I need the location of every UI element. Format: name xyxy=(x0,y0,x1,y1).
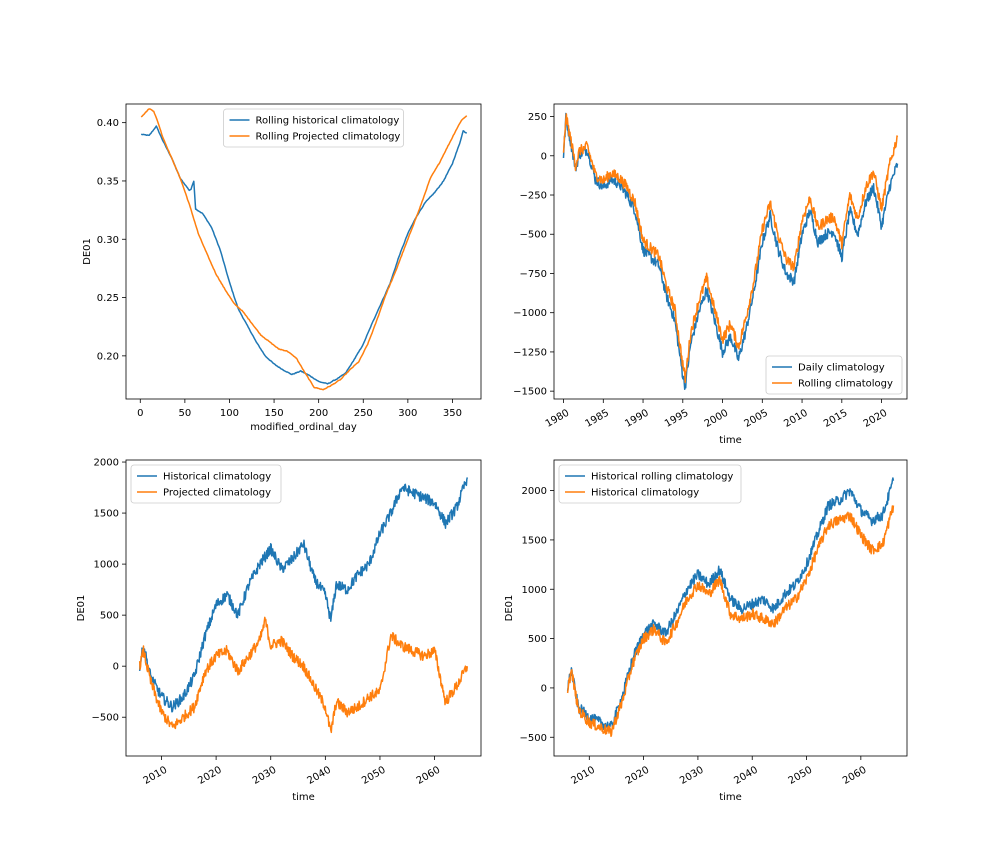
x-axis-label: time xyxy=(719,792,742,803)
y-tick-label: 1000 xyxy=(522,585,547,596)
y-tick-label: 0.35 xyxy=(97,176,119,187)
y-tick-label: −500 xyxy=(520,733,547,744)
y-tick-label: 0.30 xyxy=(97,235,119,246)
legend-label: Historical rolling climatology xyxy=(591,472,733,483)
axes-frame xyxy=(553,459,908,757)
x-axis-label: time xyxy=(719,435,742,446)
y-tick-label: −750 xyxy=(520,269,547,280)
legend: Daily climatology Rolling climatology xyxy=(765,355,903,395)
legend-frame xyxy=(223,108,404,148)
legend-frame xyxy=(558,464,742,504)
legend-label: Rolling historical climatology xyxy=(256,116,400,127)
y-tick-label: 0.40 xyxy=(97,118,119,129)
legend: Rolling historical climatology Rolling Pr… xyxy=(223,108,404,148)
x-tick-label: 200 xyxy=(309,408,328,419)
series-line-1 xyxy=(140,125,468,385)
y-tick-label: −250 xyxy=(520,191,547,202)
y-tick-label: 0.25 xyxy=(97,293,119,304)
legend-label: Historical climatology xyxy=(591,488,699,499)
y-tick-label: 250 xyxy=(528,112,547,123)
legend-label: Projected climatology xyxy=(163,488,271,499)
x-axis-label: modified_ordinal_day xyxy=(250,422,357,433)
series-line-1 xyxy=(566,477,895,732)
x-tick-label: 0 xyxy=(137,408,143,419)
y-tick-label: 2000 xyxy=(522,486,547,497)
y-axis-label: DE01 xyxy=(504,595,515,622)
x-axis-label: time xyxy=(292,792,315,803)
chart-4: 2010 2020 2030 2040 2050 2060−500050010001500… xyxy=(504,459,908,803)
x-tick-label: 250 xyxy=(354,408,373,419)
y-tick-label: −1500 xyxy=(513,387,547,398)
y-axis-label: DE01 xyxy=(82,238,93,265)
series-line-2 xyxy=(140,108,468,391)
y-tick-label: 0.20 xyxy=(97,351,119,362)
y-tick-label: 0 xyxy=(541,151,547,162)
series-line-1 xyxy=(562,112,899,391)
y-tick-label: −500 xyxy=(92,713,119,724)
series-line-2 xyxy=(566,505,895,738)
y-tick-label: −1000 xyxy=(513,308,547,319)
legend-frame xyxy=(765,355,903,395)
y-tick-label: 2000 xyxy=(94,458,119,469)
x-tick-label: 300 xyxy=(398,408,417,419)
y-tick-label: 1500 xyxy=(94,509,119,520)
y-tick-label: 0 xyxy=(113,662,119,673)
legend-label: Daily climatology xyxy=(798,363,885,374)
y-tick-label: 500 xyxy=(100,611,119,622)
y-tick-label: −1250 xyxy=(513,347,547,358)
x-tick-label: 100 xyxy=(220,408,239,419)
y-axis-label: DE01 xyxy=(76,595,87,622)
legend-label: Rolling Projected climatology xyxy=(256,132,401,143)
y-tick-label: 1500 xyxy=(522,535,547,546)
legend-label: Historical climatology xyxy=(163,472,271,483)
axes-frame xyxy=(125,103,482,400)
axes-frame xyxy=(553,103,908,400)
y-tick-label: 1000 xyxy=(94,560,119,571)
legend: Historical climatology Projected climatol… xyxy=(130,464,282,504)
y-tick-label: 500 xyxy=(528,634,547,645)
series-line-1 xyxy=(138,477,469,713)
x-tick-label: 350 xyxy=(443,408,462,419)
y-tick-label: 0 xyxy=(541,683,547,694)
series-line-2 xyxy=(138,616,469,734)
chart-1: 0 50 100 150 200 250 300 350 0.20 0.25 0.30 0.35 0.4… xyxy=(82,103,482,433)
legend-frame xyxy=(130,464,282,504)
legend-label: Rolling climatology xyxy=(798,379,893,390)
axes-frame xyxy=(125,459,482,757)
legend: Historical rolling climatology Historical… xyxy=(558,464,742,504)
series-line-2 xyxy=(562,113,899,384)
x-tick-label: 150 xyxy=(265,408,284,419)
x-tick-label: 50 xyxy=(179,408,192,419)
y-tick-label: −500 xyxy=(520,230,547,241)
